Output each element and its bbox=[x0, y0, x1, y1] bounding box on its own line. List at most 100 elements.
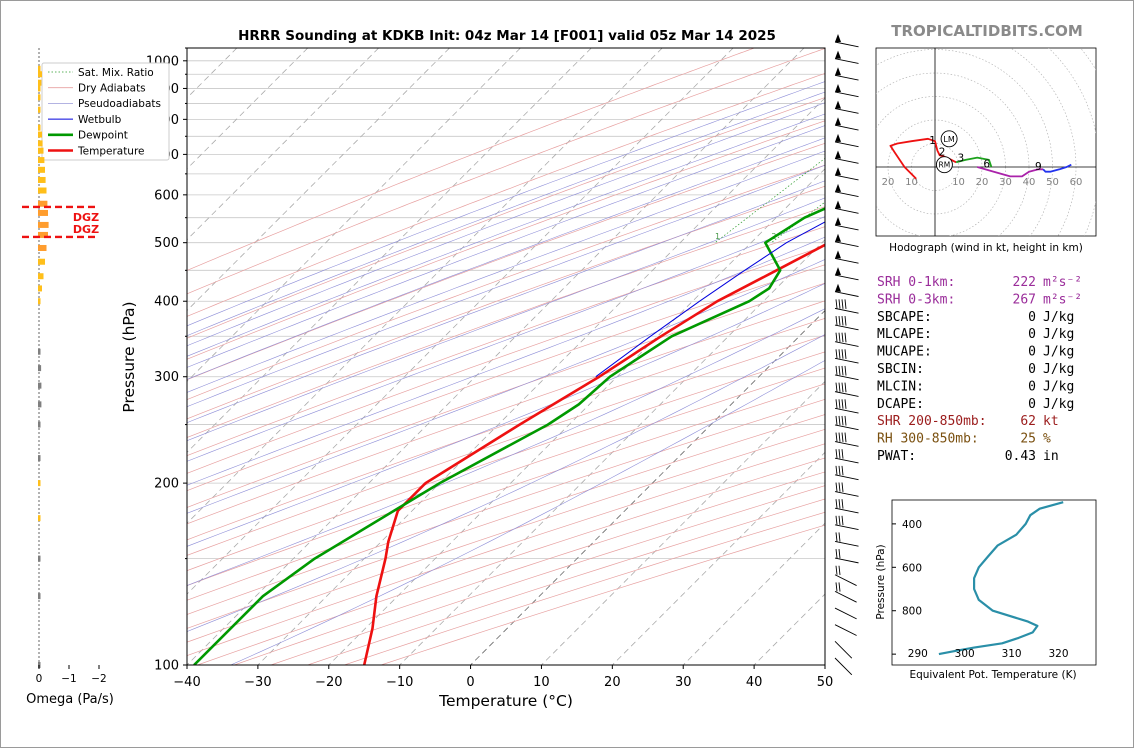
index-label: MLCAPE: bbox=[877, 327, 932, 342]
barb-flag bbox=[835, 482, 838, 492]
wind-barb bbox=[834, 50, 859, 64]
hodograph-ring-label: 60 bbox=[1070, 177, 1083, 188]
x-tick-label: 10 bbox=[533, 675, 550, 690]
omega-bar bbox=[38, 131, 42, 138]
omega-bar bbox=[38, 124, 41, 131]
barb-staff bbox=[834, 524, 859, 531]
legend-label: Pseudoadiabats bbox=[78, 98, 161, 110]
hodograph-ring-label: 30 bbox=[999, 177, 1012, 188]
index-label: SBCAPE: bbox=[877, 310, 932, 325]
omega-bar bbox=[38, 71, 42, 78]
index-value: 0 bbox=[1028, 379, 1036, 394]
index-unit: J/kg bbox=[1043, 379, 1074, 394]
omega-bar bbox=[38, 298, 41, 305]
mixing-ratio-line bbox=[714, 157, 825, 243]
omega-tick-label: −2 bbox=[91, 673, 106, 685]
omega-bar bbox=[38, 480, 41, 487]
hodograph-ring-label: 10 bbox=[952, 177, 965, 188]
barb-flag bbox=[835, 382, 838, 392]
barb-flag bbox=[838, 515, 841, 526]
x-tick-label: 0 bbox=[466, 675, 474, 690]
barb-flag bbox=[838, 349, 841, 359]
x-tick-label: 20 bbox=[604, 675, 621, 690]
skewt-plot-border bbox=[186, 47, 826, 666]
omega-bar bbox=[38, 401, 42, 408]
barb-pennant bbox=[835, 34, 841, 42]
profile-wetbulb bbox=[595, 221, 825, 378]
index-row: MLCIN: 0 J/kg bbox=[877, 379, 1074, 394]
isotherm-line bbox=[187, 48, 379, 241]
omega-bar bbox=[38, 94, 41, 101]
barb-pennant bbox=[835, 283, 841, 292]
right-mover-marker bbox=[935, 156, 953, 174]
moist-adiabat bbox=[187, 216, 825, 462]
index-row: SRH 0-3km: 267 m²s⁻² bbox=[877, 292, 1082, 307]
isotherm-line bbox=[187, 48, 521, 383]
theta-e-ylabel: Pressure (hPa) bbox=[875, 544, 887, 619]
hodograph-height-label: 3 bbox=[958, 153, 965, 165]
theta-e-x-tick-label: 290 bbox=[908, 648, 928, 660]
omega-bar bbox=[38, 231, 48, 238]
skewt-background-lines: 1 2 4 6 8 10 13 16 20 24 30 36 bbox=[187, 48, 825, 665]
barb-staff bbox=[834, 257, 859, 264]
wind-barb bbox=[834, 365, 859, 381]
wind-barb bbox=[834, 332, 859, 347]
omega-bar bbox=[38, 65, 41, 72]
x-tick-label: 50 bbox=[817, 675, 834, 690]
wind-barb bbox=[834, 624, 857, 636]
barb-flag bbox=[835, 499, 838, 509]
barb-flag bbox=[838, 332, 841, 342]
barb-flag bbox=[844, 365, 847, 376]
barb-staff bbox=[834, 124, 859, 131]
barb-staff bbox=[834, 657, 853, 676]
index-unit: J/kg bbox=[1043, 362, 1074, 377]
index-label: SHR 200-850mb: bbox=[877, 414, 987, 429]
wind-barbs bbox=[834, 34, 859, 676]
barb-flag bbox=[841, 515, 844, 526]
wind-barb bbox=[834, 167, 859, 181]
barb-pennant bbox=[835, 217, 841, 226]
barb-staff bbox=[834, 574, 857, 586]
isotherm-line bbox=[187, 48, 734, 595]
omega-bar bbox=[38, 140, 43, 147]
dry-adiabat bbox=[187, 351, 825, 572]
barb-staff bbox=[834, 291, 859, 297]
barb-staff bbox=[834, 591, 857, 603]
hodograph-caption: Hodograph (wind in kt, height in km) bbox=[889, 242, 1083, 254]
barb-staff bbox=[834, 108, 859, 114]
wind-barb bbox=[834, 34, 859, 48]
wind-barb bbox=[834, 399, 859, 414]
omega-bar bbox=[38, 85, 41, 92]
barb-flag bbox=[838, 315, 841, 326]
index-label: RH 300-850mb: bbox=[877, 432, 979, 447]
barb-flag bbox=[844, 415, 847, 426]
barb-flag bbox=[841, 415, 844, 426]
y-tick-label: 100 bbox=[154, 659, 179, 674]
omega-bar bbox=[38, 515, 41, 522]
barb-flag bbox=[844, 432, 847, 443]
index-row: SRH 0-1km: 222 m²s⁻² bbox=[877, 275, 1082, 290]
legend-label: Wetbulb bbox=[78, 114, 122, 126]
barb-flag bbox=[841, 315, 844, 326]
isotherm-line bbox=[187, 48, 309, 170]
omega-bar bbox=[38, 157, 45, 164]
index-value: 0.43 bbox=[1005, 449, 1036, 464]
barb-pennant bbox=[835, 233, 841, 242]
barb-flag bbox=[835, 449, 838, 459]
hodograph-ring-label: 50 bbox=[1046, 177, 1059, 188]
dry-adiabat bbox=[187, 164, 825, 400]
barb-staff bbox=[834, 441, 859, 447]
omega-bar bbox=[38, 209, 48, 216]
barb-staff bbox=[834, 557, 859, 564]
omega-bar bbox=[38, 200, 48, 207]
dry-adiabat bbox=[187, 73, 825, 317]
wind-barb bbox=[834, 432, 859, 447]
barb-staff bbox=[834, 624, 857, 636]
wind-barb bbox=[834, 657, 853, 676]
wind-barb bbox=[834, 515, 859, 531]
barb-flag bbox=[835, 315, 838, 326]
index-unit: in bbox=[1043, 449, 1059, 464]
moist-adiabat bbox=[187, 197, 825, 441]
barb-flag bbox=[838, 382, 841, 392]
